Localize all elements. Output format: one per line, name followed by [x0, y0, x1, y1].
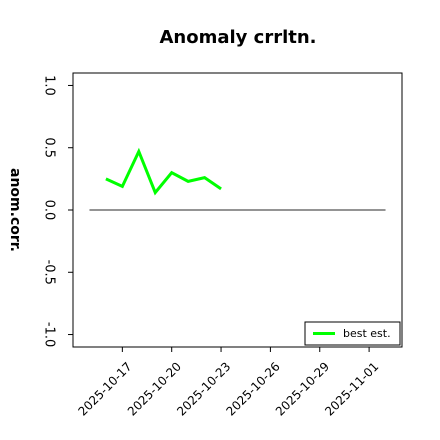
legend-label: best est. [343, 327, 391, 340]
x-tick-label: 2025-11-01 [322, 359, 381, 418]
y-tick-label: -0.5 [42, 260, 57, 285]
legend-box [304, 321, 401, 346]
chart-title: Anomaly crrltn. [159, 27, 316, 48]
y-axis-label: anom.corr. [7, 168, 23, 252]
data-line [105, 147, 222, 196]
y-tick-label: 1.0 [42, 75, 57, 96]
y-tick-label: -1.0 [42, 322, 57, 347]
y-tick-label: 0.0 [42, 200, 57, 221]
y-tick-label: 0.5 [42, 137, 57, 158]
